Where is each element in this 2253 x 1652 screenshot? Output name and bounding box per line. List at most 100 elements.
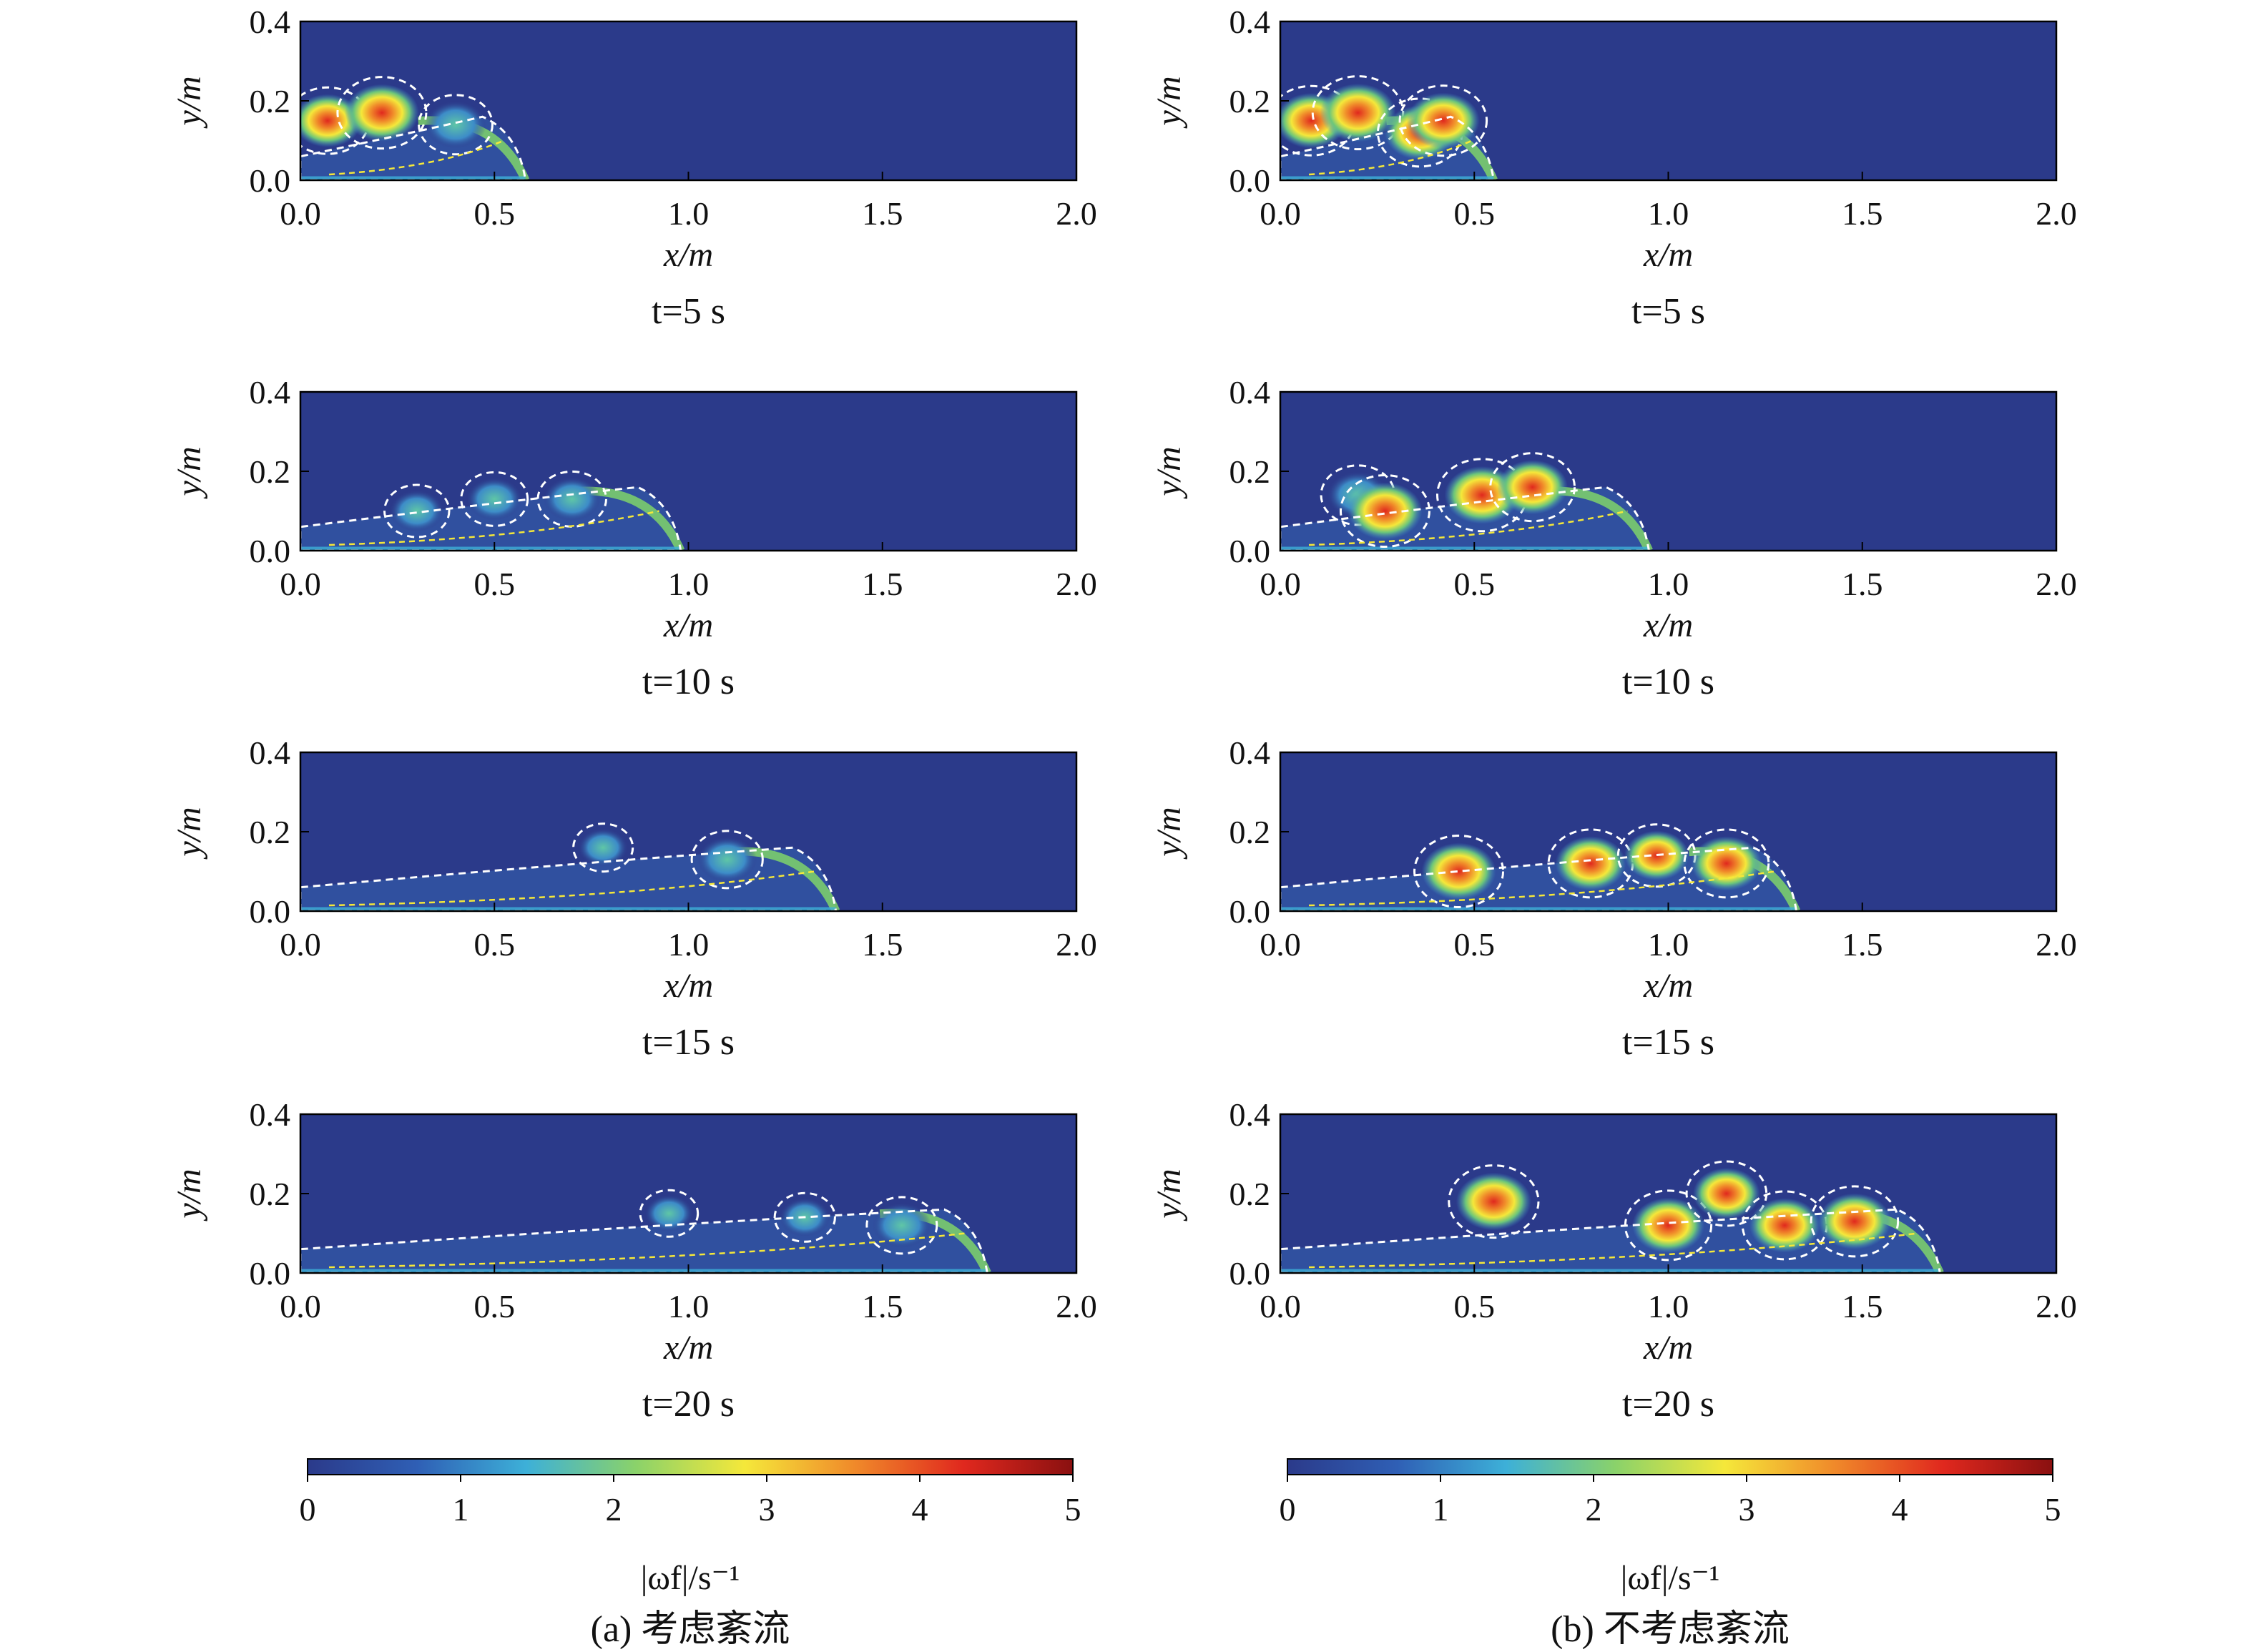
- y-axis-label: y/m: [170, 807, 208, 860]
- vortex-core: [344, 84, 419, 142]
- y-tick-label: 0.4: [250, 1096, 291, 1133]
- x-tick-label: 1.5: [1842, 926, 1883, 963]
- x-tick-label: 0.5: [1454, 1288, 1496, 1324]
- vortex-core: [578, 828, 628, 867]
- x-tick-label: 0.0: [280, 1288, 321, 1324]
- x-tick-label: 1.5: [1842, 195, 1883, 232]
- time-label: t=10 s: [642, 662, 735, 702]
- x-tick-label: 1.5: [862, 926, 903, 963]
- x-tick-label: 1.0: [668, 1288, 710, 1324]
- x-axis-label: x/m: [663, 236, 713, 274]
- x-axis-label: x/m: [1643, 967, 1693, 1005]
- y-axis-label: y/m: [1150, 1169, 1188, 1221]
- x-tick-label: 1.0: [1648, 926, 1689, 963]
- y-tick-label: 0.0: [1229, 533, 1271, 569]
- y-axis-label: y/m: [1150, 76, 1188, 129]
- vortex-contour: [690, 830, 764, 890]
- vortex-contour: [572, 822, 634, 873]
- x-tick-label: 2.0: [2036, 1288, 2077, 1324]
- y-tick-label: 0.2: [250, 1176, 291, 1212]
- current-contour: [300, 1208, 988, 1273]
- x-tick-label: 1.5: [862, 566, 903, 602]
- vortex-core: [644, 1194, 694, 1232]
- vortex-contour: [1683, 828, 1770, 899]
- colorbar-tick-label: 5: [2045, 1491, 2061, 1528]
- colorbar-tick-label: 3: [759, 1491, 775, 1528]
- x-tick-label: 1.5: [862, 1288, 903, 1324]
- density-contour: [328, 1232, 966, 1269]
- vortex-core: [1749, 1198, 1820, 1253]
- colorbar-tick-label: 1: [1433, 1491, 1449, 1528]
- x-tick-label: 0.0: [1260, 1288, 1301, 1324]
- x-tick-label: 1.0: [1648, 1288, 1689, 1324]
- y-tick-label: 0.2: [1229, 1176, 1271, 1212]
- x-tick-label: 0.0: [280, 566, 321, 602]
- vortex-contour: [1398, 84, 1488, 157]
- colorbar-tick-label: 4: [1892, 1491, 1908, 1528]
- y-tick-label: 0.4: [250, 4, 291, 40]
- y-tick-label: 0.4: [1229, 374, 1271, 410]
- colorbar-strip: [1287, 1458, 2053, 1475]
- current-contour: [1280, 486, 1650, 551]
- vortex-core: [1817, 1193, 1891, 1250]
- colorbar-b: 0 1 2 3 4 5 |ωf|/s⁻¹: [1280, 1458, 2061, 1597]
- panel-caption-a: (a) 考虑紊流: [590, 1609, 790, 1650]
- x-tick-label: 1.0: [668, 926, 710, 963]
- vortex-contour: [536, 470, 607, 528]
- colorbar-tick-label: 2: [606, 1491, 622, 1528]
- panel-caption-b: (b) 不考虑紊流: [1551, 1609, 1790, 1650]
- vorticity-panel-a-1: 0.0 0.2 0.4 0.0 0.5 1.0 1.5 2.0 x/m y/m t=5 s: [170, 4, 1097, 332]
- x-tick-label: 0.5: [474, 566, 516, 602]
- current-contour: [300, 115, 527, 180]
- time-label: t=5 s: [652, 291, 725, 332]
- vortex-core: [424, 101, 487, 149]
- vortex-contour: [460, 471, 529, 527]
- x-tick-label: 1.0: [668, 195, 710, 232]
- x-axis-label: x/m: [1643, 236, 1693, 274]
- vortex-core: [1555, 836, 1626, 891]
- y-axis-label: y/m: [170, 1169, 208, 1221]
- y-tick-label: 0.4: [250, 374, 291, 410]
- time-label: t=15 s: [1622, 1022, 1714, 1063]
- time-label: t=20 s: [642, 1384, 735, 1425]
- current-contour: [1280, 846, 1798, 911]
- x-tick-label: 0.5: [474, 195, 516, 232]
- x-tick-label: 0.0: [1260, 566, 1301, 602]
- vorticity-panel-a-4: 0.0 0.2 0.4 0.0 0.5 1.0 1.5 2.0 x/m y/m t=20 s: [170, 1096, 1097, 1425]
- vortex-core: [1406, 92, 1480, 149]
- x-tick-label: 0.0: [280, 926, 321, 963]
- x-tick-label: 2.0: [2036, 926, 2077, 963]
- vortex-contour: [1489, 452, 1576, 523]
- vortex-core: [389, 490, 444, 532]
- time-label: t=10 s: [1622, 662, 1714, 702]
- y-axis-label: y/m: [1150, 446, 1188, 499]
- y-tick-label: 0.2: [1229, 814, 1271, 850]
- x-tick-label: 1.5: [1842, 566, 1883, 602]
- x-axis-label: x/m: [663, 967, 713, 1005]
- vortex-contour: [383, 483, 451, 539]
- x-tick-label: 0.0: [280, 195, 321, 232]
- y-tick-label: 0.0: [1229, 893, 1271, 930]
- x-tick-label: 1.5: [1842, 1288, 1883, 1324]
- time-label: t=5 s: [1631, 291, 1705, 332]
- vortex-core: [697, 836, 757, 882]
- vortex-contour: [773, 1191, 836, 1243]
- colorbar-label: |ωf|/s⁻¹: [1621, 1559, 1720, 1597]
- x-tick-label: 2.0: [1056, 566, 1097, 602]
- current-contour: [300, 486, 682, 551]
- vorticity-panel-b-4: 0.0 0.2 0.4 0.0 0.5 1.0 1.5 2.0 x/m y/m t=20 s: [1150, 1096, 2077, 1425]
- current-contour: [1280, 1208, 1941, 1273]
- vortex-contour: [336, 76, 428, 150]
- vortex-core: [1456, 1172, 1531, 1231]
- x-tick-label: 0.0: [1260, 926, 1301, 963]
- x-tick-label: 2.0: [1056, 926, 1097, 963]
- colorbar-tick-label: 1: [453, 1491, 469, 1528]
- y-tick-label: 0.2: [1229, 83, 1271, 119]
- x-axis-label: x/m: [663, 606, 713, 644]
- time-label: t=15 s: [642, 1022, 735, 1063]
- vorticity-panel-b-1: 0.0 0.2 0.4 0.0 0.5 1.0 1.5 2.0 x/m y/m t=5 s: [1150, 4, 2077, 332]
- y-axis-label: y/m: [170, 446, 208, 499]
- y-tick-label: 0.4: [1229, 1096, 1271, 1133]
- vortex-core: [543, 477, 601, 521]
